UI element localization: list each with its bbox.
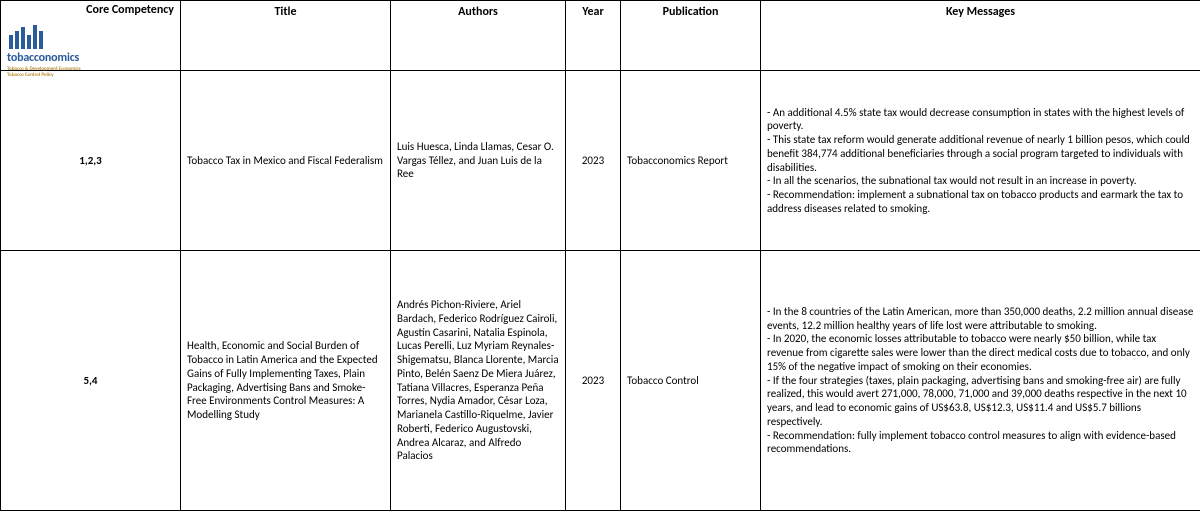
logo-bars-icon xyxy=(9,25,81,49)
publications-table: Core Competency tobacconomics Tobacco & … xyxy=(0,0,1200,511)
col-header-year: Year xyxy=(566,1,621,71)
cell-authors: Luis Huesca, Linda Llamas, Cesar O. Varg… xyxy=(391,71,566,251)
logo-text: tobacconomics xyxy=(7,51,81,66)
col-header-key-messages: Key Messages xyxy=(761,1,1200,71)
cell-year: 2023 xyxy=(566,251,621,511)
logo-subline-2: Tobacco Control Policy xyxy=(7,73,81,78)
col-header-publication: Publication xyxy=(621,1,761,71)
cell-core-competency: 1,2,3 xyxy=(1,71,181,251)
col-header-authors: Authors xyxy=(391,1,566,71)
col-header-core-competency-label: Core Competency xyxy=(86,3,174,18)
cell-title: Health, Economic and Social Burden of To… xyxy=(181,251,391,511)
cell-core-competency: 5,4 xyxy=(1,251,181,511)
brand-logo: tobacconomics Tobacco & Development Econ… xyxy=(7,25,81,78)
table-header-row: Core Competency tobacconomics Tobacco & … xyxy=(1,1,1200,71)
col-header-core-competency: Core Competency tobacconomics Tobacco & … xyxy=(1,1,181,71)
cell-key-messages: - In the 8 countries of the Latin Americ… xyxy=(761,251,1200,511)
cell-authors: Andrés Pichon-Riviere, Ariel Bardach, Fe… xyxy=(391,251,566,511)
col-header-title: Title xyxy=(181,1,391,71)
table-row: 1,2,3 Tobacco Tax in Mexico and Fiscal F… xyxy=(1,71,1200,251)
cell-publication: Tobacco Control xyxy=(621,251,761,511)
cell-year: 2023 xyxy=(566,71,621,251)
cell-title: Tobacco Tax in Mexico and Fiscal Federal… xyxy=(181,71,391,251)
cell-publication: Tobacconomics Report xyxy=(621,71,761,251)
cell-key-messages: - An additional 4.5% state tax would dec… xyxy=(761,71,1200,251)
table-row: 5,4 Health, Economic and Social Burden o… xyxy=(1,251,1200,511)
